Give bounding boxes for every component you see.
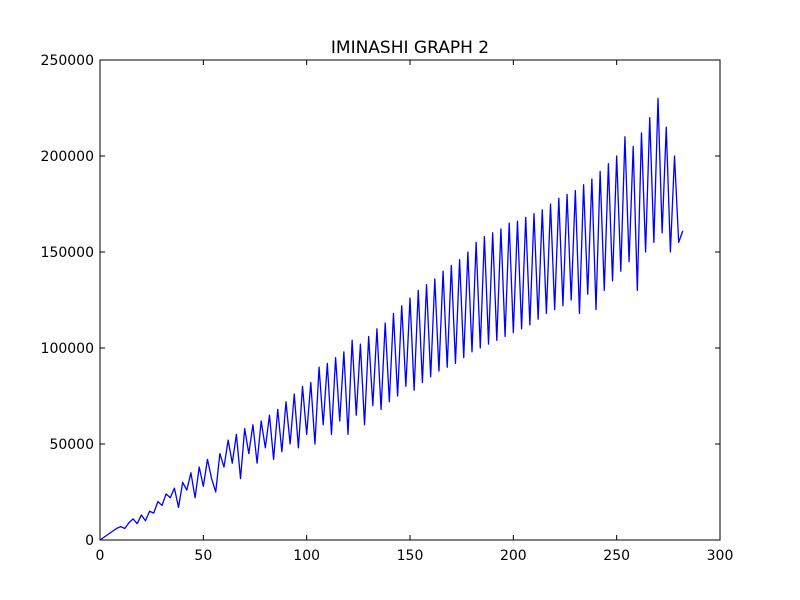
x-tick-label: 250: [603, 548, 630, 564]
y-tick-label: 0: [85, 533, 94, 549]
x-tick-label: 150: [397, 548, 424, 564]
plot-frame: [99, 59, 721, 541]
series-layer: [99, 97, 684, 541]
y-tick-label: 100000: [41, 341, 94, 357]
y-tick-label: 150000: [41, 245, 94, 261]
y-tick-label: 250000: [41, 53, 94, 69]
axis-ticks: 0 50 100 150 200 250 300 0 50000 100000 150000 2000…: [41, 53, 734, 564]
x-tick-label: 200: [500, 548, 527, 564]
y-tick-label: 50000: [49, 437, 94, 453]
y-tick-label: 200000: [41, 149, 94, 165]
series-line: [99, 97, 684, 541]
x-tick-label: 0: [96, 548, 105, 564]
x-tick-label: 300: [707, 548, 734, 564]
x-tick-label: 50: [194, 548, 212, 564]
chart-title: IMINASHI GRAPH 2: [331, 38, 489, 58]
x-tick-label: 100: [293, 548, 320, 564]
